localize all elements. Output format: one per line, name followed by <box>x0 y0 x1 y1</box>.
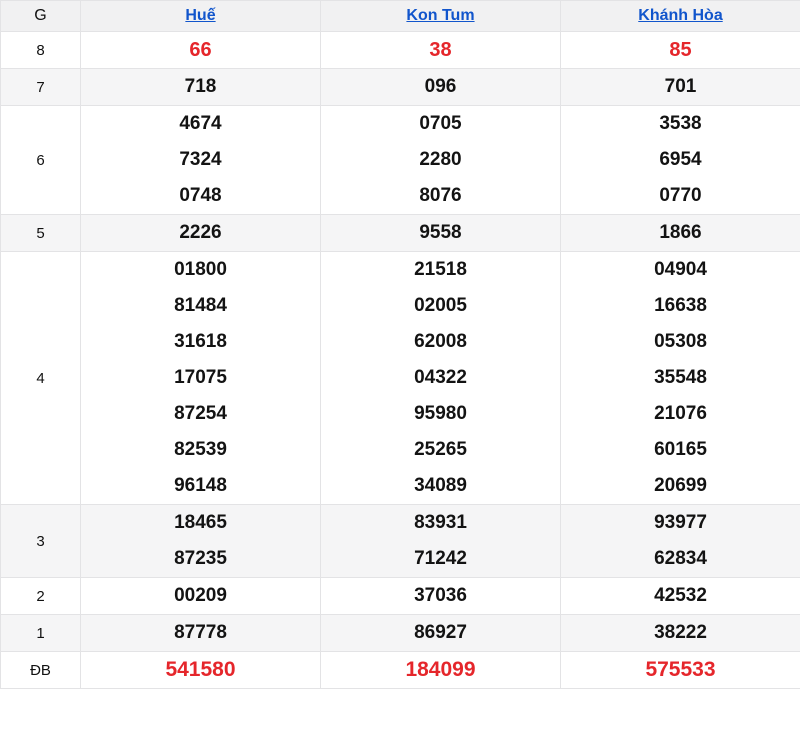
lottery-results-table: G Huế Kon Tum Khánh Hòa 8 66 38 85 7 <box>0 0 800 689</box>
prize-cell: 3538 6954 0770 <box>560 105 800 215</box>
row-label: 7 <box>0 68 81 106</box>
row-label: 2 <box>0 577 81 615</box>
table-header: G Huế Kon Tum Khánh Hòa <box>0 0 800 32</box>
prize-cell: 541580 <box>80 651 321 689</box>
prize-cell: 1866 <box>560 214 800 252</box>
prize-row-g8: 8 66 38 85 <box>0 31 800 69</box>
province-link-kon-tum[interactable]: Kon Tum <box>406 7 475 24</box>
prize-row-db: ĐB 541580 184099 575533 <box>0 651 800 689</box>
prize-cell: 01800 81484 31618 17075 87254 82539 9614… <box>80 251 321 505</box>
prize-cell: 2226 <box>80 214 321 252</box>
prize-row-g7: 7 718 096 701 <box>0 68 800 106</box>
province-link-hue[interactable]: Huế <box>185 7 216 24</box>
prize-cell: 04904 16638 05308 35548 21076 60165 2069… <box>560 251 800 505</box>
row-label: 3 <box>0 504 81 578</box>
prize-row-g2: 2 00209 37036 42532 <box>0 577 800 615</box>
row-label: ĐB <box>0 651 81 689</box>
prize-cell: 701 <box>560 68 800 106</box>
row-label: 4 <box>0 251 81 505</box>
prize-row-g6: 6 4674 7324 0748 0705 2280 8076 3538 695… <box>0 105 800 215</box>
prize-cell: 18465 87235 <box>80 504 321 578</box>
corner-header-g: G <box>0 0 81 32</box>
prize-cell: 83931 71242 <box>320 504 561 578</box>
row-label: 1 <box>0 614 81 652</box>
prize-cell: 0705 2280 8076 <box>320 105 561 215</box>
prize-cell: 86927 <box>320 614 561 652</box>
column-header-hue: Huế <box>80 0 321 32</box>
prize-cell: 85 <box>560 31 800 69</box>
prize-cell: 9558 <box>320 214 561 252</box>
row-label: 6 <box>0 105 81 215</box>
prize-row-g3: 3 18465 87235 83931 71242 93977 62834 <box>0 504 800 578</box>
prize-cell: 718 <box>80 68 321 106</box>
prize-cell: 87778 <box>80 614 321 652</box>
prize-cell: 42532 <box>560 577 800 615</box>
prize-cell: 00209 <box>80 577 321 615</box>
prize-cell: 66 <box>80 31 321 69</box>
prize-cell: 184099 <box>320 651 561 689</box>
prize-row-g4: 4 01800 81484 31618 17075 87254 82539 96… <box>0 251 800 505</box>
prize-cell: 37036 <box>320 577 561 615</box>
prize-cell: 575533 <box>560 651 800 689</box>
prize-row-g5: 5 2226 9558 1866 <box>0 214 800 252</box>
column-header-khanh-hoa: Khánh Hòa <box>560 0 800 32</box>
prize-cell: 096 <box>320 68 561 106</box>
header-row: G Huế Kon Tum Khánh Hòa <box>0 0 800 32</box>
prize-cell: 21518 02005 62008 04322 95980 25265 3408… <box>320 251 561 505</box>
prize-cell: 38 <box>320 31 561 69</box>
prize-cell: 38222 <box>560 614 800 652</box>
prize-row-g1: 1 87778 86927 38222 <box>0 614 800 652</box>
row-label: 8 <box>0 31 81 69</box>
row-label: 5 <box>0 214 81 252</box>
prize-cell: 93977 62834 <box>560 504 800 578</box>
prize-cell: 4674 7324 0748 <box>80 105 321 215</box>
province-link-khanh-hoa[interactable]: Khánh Hòa <box>638 7 723 24</box>
column-header-kon-tum: Kon Tum <box>320 0 561 32</box>
